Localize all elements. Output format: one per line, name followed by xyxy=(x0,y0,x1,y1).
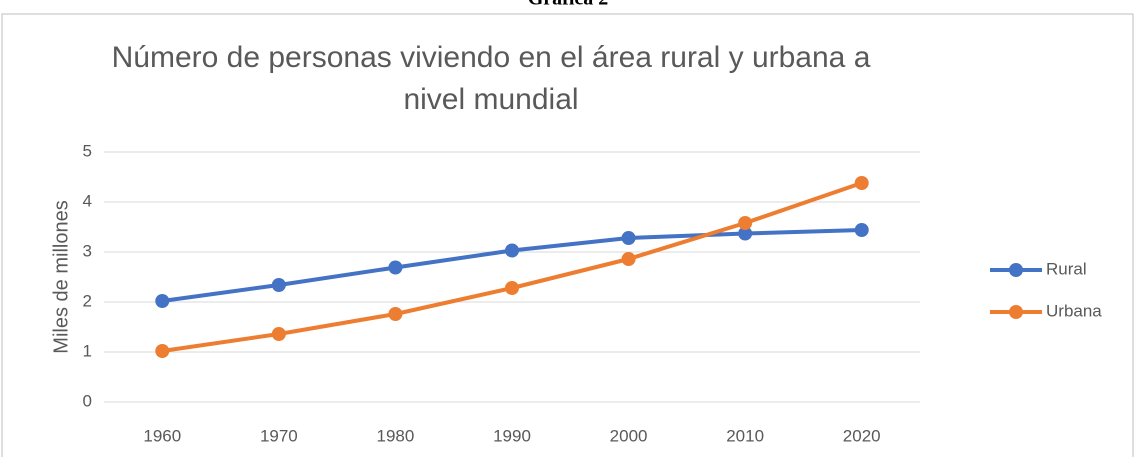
chart-title: Número de personas viviendo en el área r… xyxy=(112,41,871,74)
x-tick-label: 1980 xyxy=(377,426,415,445)
x-tick-label: 2010 xyxy=(726,426,764,445)
data-point xyxy=(738,216,753,230)
y-tick-label: 4 xyxy=(83,191,92,210)
legend-label: Urbana xyxy=(1046,301,1102,320)
y-tick-label: 5 xyxy=(83,141,92,160)
data-point xyxy=(854,223,869,237)
legend-marker xyxy=(1009,305,1023,319)
x-tick-label: 1960 xyxy=(143,426,181,445)
x-tick-label: 2000 xyxy=(610,426,648,445)
legend-marker xyxy=(1009,263,1023,277)
data-point xyxy=(621,231,636,245)
legend-label: Rural xyxy=(1046,259,1087,278)
y-axis-label: Miles de millones xyxy=(50,200,72,353)
x-tick-label: 1990 xyxy=(493,426,531,445)
chart-title: nivel mundial xyxy=(403,83,578,116)
data-point xyxy=(621,252,636,266)
page-heading: Gráfica 2 xyxy=(528,0,609,10)
x-tick-label: 2020 xyxy=(843,426,881,445)
data-point xyxy=(505,243,519,258)
data-point xyxy=(854,176,869,190)
data-point xyxy=(271,278,286,292)
data-point xyxy=(738,226,753,241)
data-point xyxy=(505,281,519,295)
series-line xyxy=(161,181,863,353)
data-point xyxy=(155,344,170,358)
data-point xyxy=(388,260,403,275)
y-tick-label: 3 xyxy=(83,241,92,260)
y-tick-label: 2 xyxy=(83,291,92,310)
chart-frame xyxy=(1,13,1134,457)
data-point xyxy=(155,294,170,308)
y-tick-label: 1 xyxy=(83,341,92,360)
x-tick-label: 1970 xyxy=(260,426,298,445)
y-tick-label: 0 xyxy=(83,391,92,410)
data-point xyxy=(271,327,286,341)
data-point xyxy=(388,307,403,321)
